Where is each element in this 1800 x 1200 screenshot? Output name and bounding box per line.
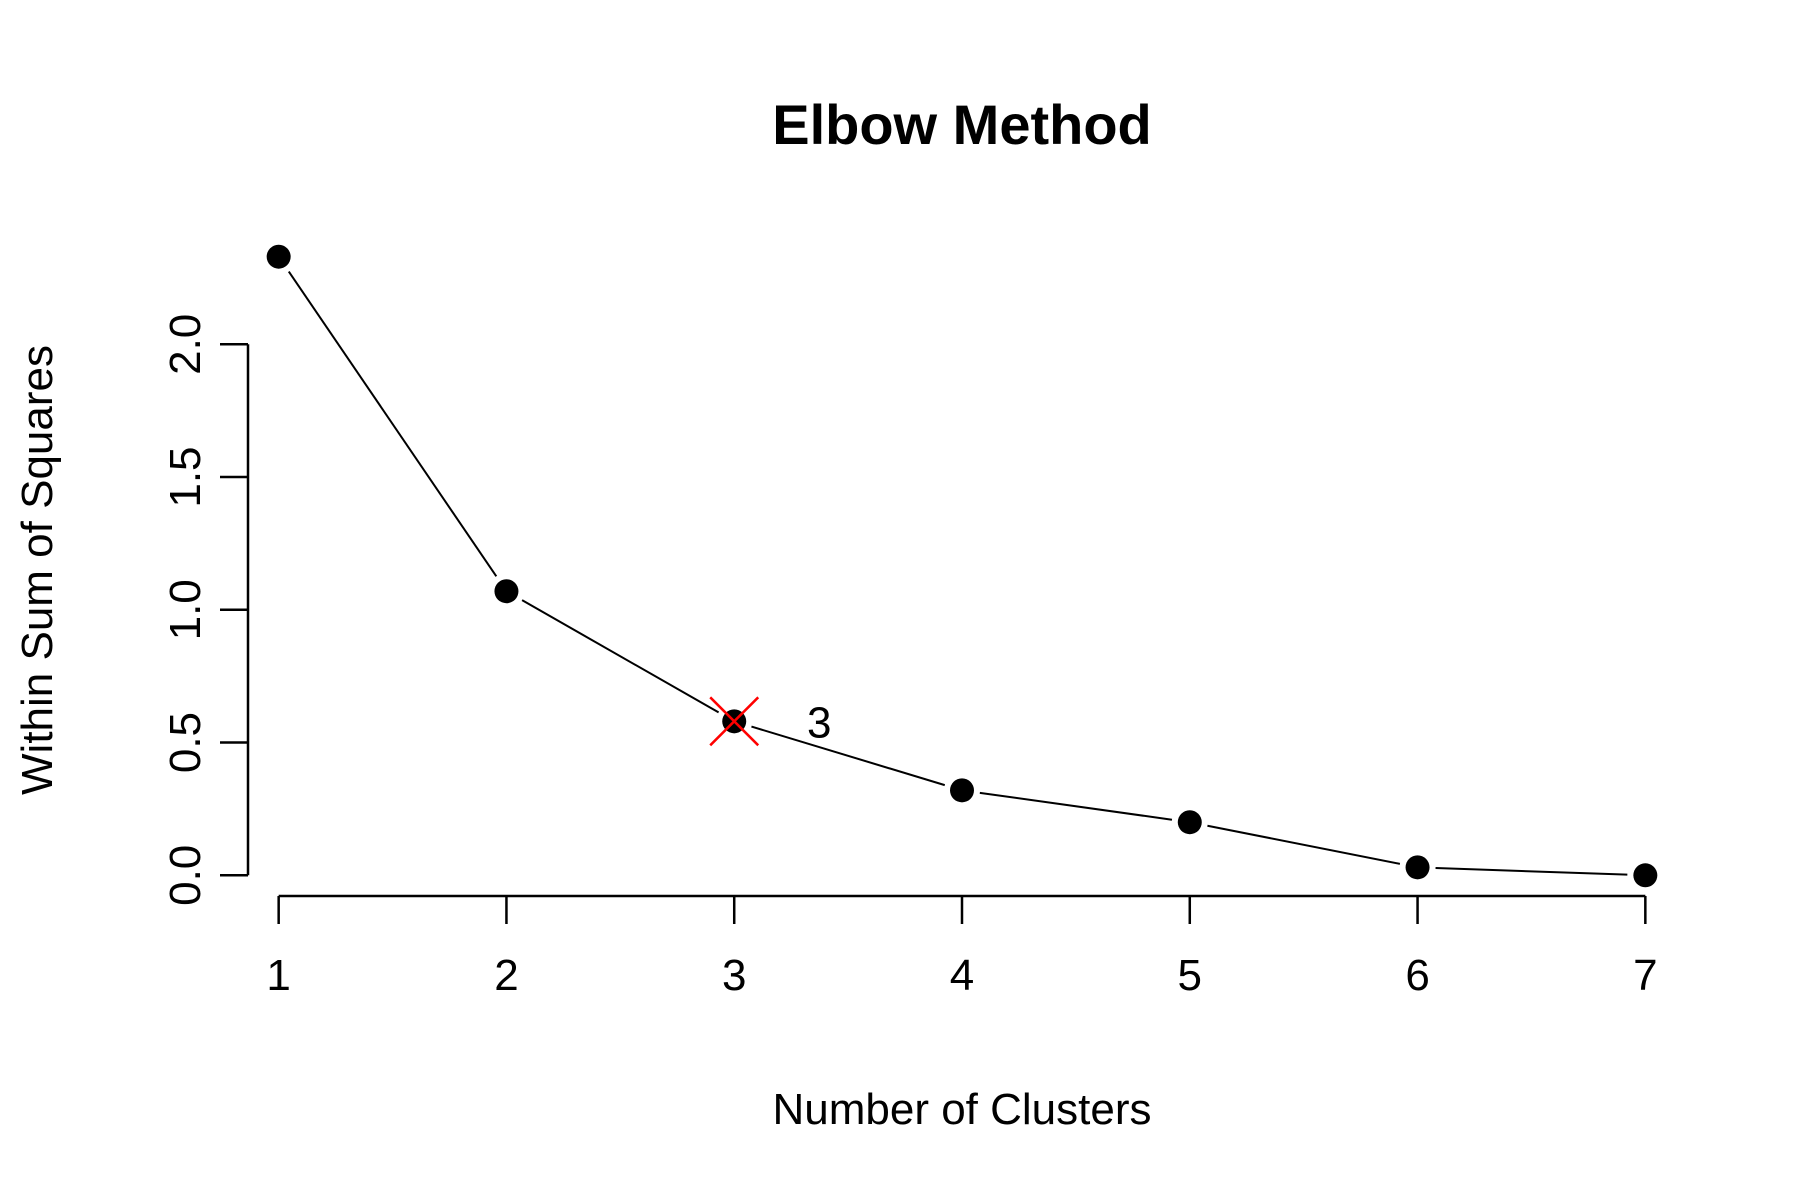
x-tick-label-4: 4: [950, 951, 974, 1000]
y-axis-label: Within Sum of Squares: [13, 345, 62, 795]
line-segment-4-5: [979, 791, 1173, 821]
y-axis: 0.0 0.5 1.0 1.5 2.0: [161, 314, 250, 906]
data-point-k7: [1633, 863, 1658, 888]
x-tick-label-1: 1: [266, 951, 290, 1000]
x-axis-label: Number of Clusters: [772, 1085, 1151, 1134]
data-point-k4: [950, 778, 974, 803]
x-axis: 1 2 3 4 5 6 7: [266, 894, 1658, 1000]
y-tick-label-1.5: 1.5: [161, 446, 210, 507]
y-tick-label-0.0: 0.0: [161, 845, 210, 906]
x-tick-label-3: 3: [722, 951, 746, 1000]
highlight-label: 3: [807, 698, 831, 747]
x-tick-label-6: 6: [1405, 951, 1429, 1000]
chart-title: Elbow Method: [772, 93, 1152, 156]
highlight-x-stroke-2: [709, 696, 760, 747]
data-point-k2: [494, 579, 519, 604]
data-point-k6: [1405, 855, 1430, 880]
y-tick-label-0.5: 0.5: [161, 712, 210, 773]
line-segment-3-4: [751, 725, 946, 787]
line-segment-5-6: [1207, 824, 1401, 865]
elbow-highlight: 3: [709, 696, 831, 747]
line-segment-2-3: [521, 599, 720, 714]
y-tick-label-1.0: 1.0: [161, 579, 210, 640]
series-line: [287, 271, 1628, 876]
line-segment-1-2: [287, 271, 498, 577]
y-tick-label-2.0: 2.0: [161, 314, 210, 375]
data-point-k5: [1177, 810, 1202, 835]
x-tick-label-2: 2: [494, 951, 518, 1000]
x-tick-label-5: 5: [1178, 951, 1202, 1000]
x-tick-label-7: 7: [1633, 951, 1657, 1000]
data-point-k1: [266, 244, 291, 269]
line-segment-6-7: [1435, 866, 1628, 876]
